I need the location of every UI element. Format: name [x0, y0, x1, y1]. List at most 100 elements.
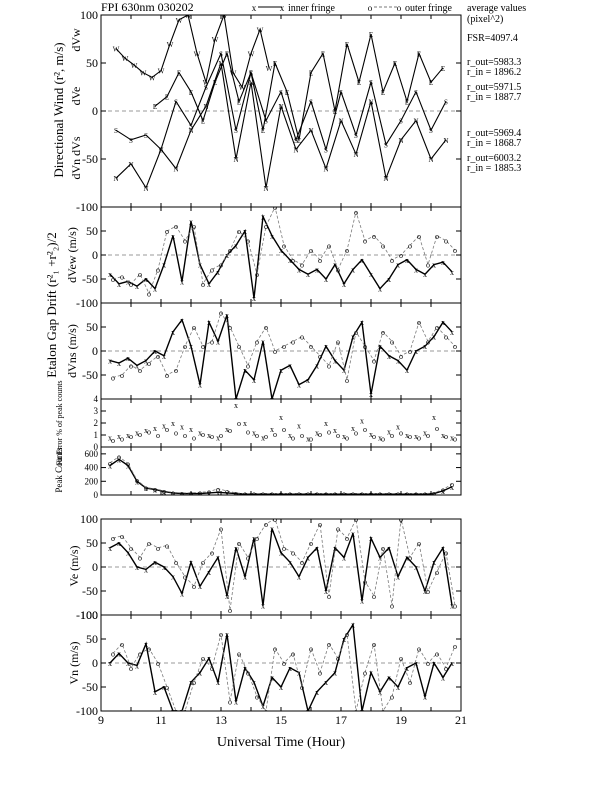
- data-point-dvns-1: o: [219, 309, 223, 318]
- data-point-directional-3: N: [368, 98, 373, 106]
- data-point-directional-1: E: [381, 89, 385, 97]
- notes-fsr: FSR=4097.4: [467, 33, 518, 44]
- data-point-directional-3: N: [248, 79, 253, 87]
- data-point-vn-0: x: [153, 688, 157, 697]
- data-point-dvns-1: o: [327, 361, 331, 370]
- ve-label: Ve (m/s): [67, 546, 81, 587]
- data-point-ve-0: x: [108, 544, 112, 553]
- data-point-vn-1: o: [381, 707, 385, 716]
- data-point-dvew-1: o: [165, 227, 169, 236]
- data-point-dvns-0: x: [378, 342, 382, 351]
- data-point-peak_counts-0: x: [405, 490, 409, 499]
- y-tick-label-ve: 0: [92, 560, 98, 574]
- data-point-directional-2: S: [294, 137, 298, 145]
- data-point-fit_error-1: o: [399, 429, 403, 438]
- data-point-vn-0: x: [369, 669, 373, 678]
- data-point-fit_error-0: x: [333, 426, 337, 435]
- data-point-peak_counts-0: x: [225, 489, 229, 498]
- data-point-peak_counts-0: x: [153, 486, 157, 495]
- data-point-directional-1: E: [153, 103, 157, 111]
- data-point-ve-0: x: [315, 544, 319, 553]
- dvw-label: dVw: [69, 28, 83, 52]
- data-point-directional-2: S: [234, 127, 238, 135]
- data-point-dvns-1: o: [444, 333, 448, 342]
- data-point-dvns-1: o: [381, 328, 385, 337]
- data-point-fit_error-1: o: [417, 433, 421, 442]
- data-point-dvew-1: o: [363, 237, 367, 246]
- data-point-dvns-0: x: [297, 381, 301, 390]
- data-point-dvew-1: o: [147, 289, 151, 298]
- data-point-dvns-1: o: [408, 347, 412, 356]
- data-point-dvew-1: o: [417, 232, 421, 241]
- x-tick-label: 9: [98, 713, 104, 727]
- series-line-ve-0: [109, 528, 453, 606]
- y-tick-label-fit_error: 4: [94, 394, 99, 404]
- data-point-fit_error-1: o: [201, 430, 205, 439]
- data-point-dvns-1: o: [264, 323, 268, 332]
- data-point-peak_counts-1: o: [117, 453, 121, 462]
- data-point-dvns-1: o: [336, 337, 340, 346]
- data-point-dvew-0: x: [405, 256, 409, 265]
- data-point-fit_error-1: o: [381, 435, 385, 444]
- data-point-directional-0: W: [194, 50, 201, 58]
- data-point-ve-0: x: [261, 601, 265, 610]
- average-values-notes: average values (pixel^2) FSR=4097.4 r_ou…: [467, 3, 526, 174]
- data-point-ve-1: o: [192, 582, 196, 591]
- data-point-fit_error-0: x: [270, 425, 274, 434]
- data-point-vn-0: x: [252, 678, 256, 687]
- data-point-peak_counts-1: o: [216, 485, 220, 494]
- data-point-directional-3: N: [218, 60, 223, 68]
- data-point-directional-2: S: [249, 70, 253, 78]
- data-point-dvns-1: o: [183, 342, 187, 351]
- data-point-ve-1: o: [408, 553, 412, 562]
- data-point-ve-0: x: [270, 525, 274, 534]
- data-point-fit_error-0: x: [396, 423, 400, 432]
- data-point-ve-1: o: [372, 592, 376, 601]
- data-point-vn-1: o: [273, 645, 277, 654]
- notes-r-out-1: r_out=5983.3: [467, 57, 521, 68]
- data-point-fit_error-0: x: [162, 421, 166, 430]
- data-point-dvns-0: x: [261, 337, 265, 346]
- data-point-vn-1: o: [111, 649, 115, 658]
- data-point-fit_error-0: x: [450, 433, 454, 442]
- data-point-directional-2: S: [444, 98, 448, 106]
- series-line-dvew-1: [112, 207, 456, 295]
- data-point-ve-1: o: [210, 549, 214, 558]
- data-point-dvns-0: x: [324, 342, 328, 351]
- data-point-dvew-0: x: [288, 256, 292, 265]
- data-point-dvns-0: x: [351, 333, 355, 342]
- data-point-dvew-1: o: [210, 265, 214, 274]
- data-point-ve-1: o: [219, 525, 223, 534]
- data-point-directional-1: E: [165, 94, 169, 102]
- data-point-vn-0: x: [360, 707, 364, 716]
- data-point-dvew-1: o: [309, 246, 313, 255]
- data-point-ve-0: x: [333, 544, 337, 553]
- legend-inner-marker: x: [252, 3, 257, 13]
- data-point-directional-1: E: [189, 89, 193, 97]
- data-point-directional-0: W: [140, 70, 147, 78]
- data-point-directional-3: N: [353, 151, 358, 159]
- data-point-ve-0: x: [144, 565, 148, 574]
- data-point-ve-0: x: [288, 558, 292, 567]
- data-point-dvns-1: o: [174, 366, 178, 375]
- data-point-ve-1: o: [318, 520, 322, 529]
- data-point-ve-1: o: [291, 549, 295, 558]
- data-point-peak_counts-0: x: [117, 455, 121, 464]
- data-point-peak_counts-0: x: [144, 484, 148, 493]
- data-point-directional-1: E: [357, 79, 361, 87]
- data-point-fit_error-1: o: [336, 431, 340, 440]
- data-point-peak_counts-0: x: [369, 490, 373, 499]
- peak-counts-label: Peak Counts: [54, 447, 64, 493]
- data-point-fit_error-1: o: [408, 432, 412, 441]
- data-point-ve-1: o: [336, 525, 340, 534]
- legend-inner-marker-end: x: [280, 3, 285, 13]
- data-point-ve-0: x: [135, 563, 139, 572]
- data-point-dvew-1: o: [273, 203, 277, 212]
- data-point-vn-0: x: [333, 669, 337, 678]
- data-point-directional-0: W: [158, 68, 165, 76]
- data-point-directional-0: W: [257, 26, 264, 34]
- data-point-dvns-1: o: [156, 352, 160, 361]
- data-point-fit_error-1: o: [264, 432, 268, 441]
- data-point-directional-2: S: [339, 89, 343, 97]
